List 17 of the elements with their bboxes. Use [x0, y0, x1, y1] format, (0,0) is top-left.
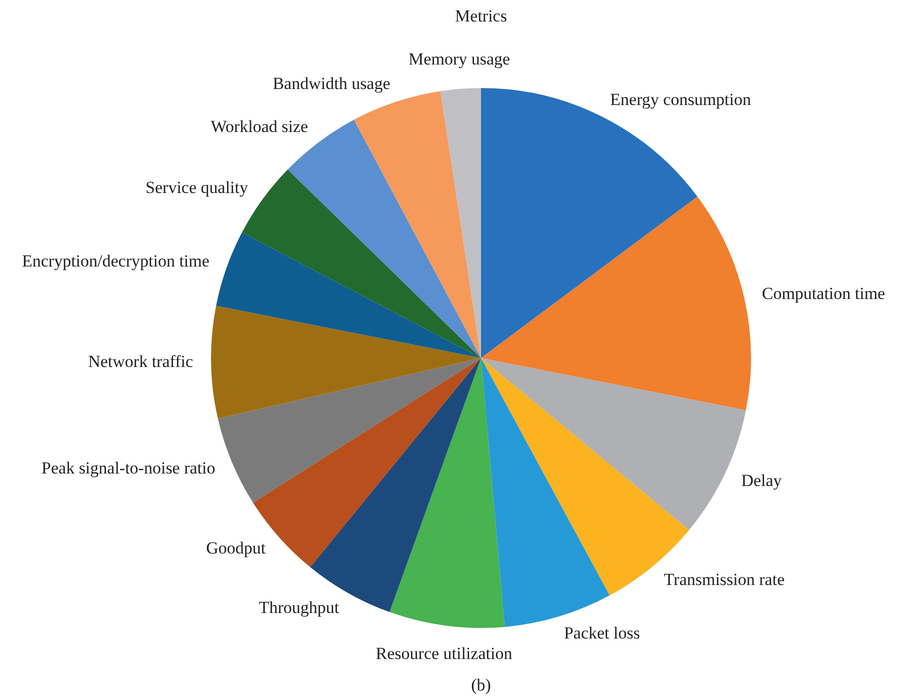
- slice-label: Workload size: [210, 117, 308, 136]
- slice-label: Computation time: [762, 284, 886, 303]
- slice-label: Service quality: [146, 178, 248, 198]
- slice-label: Network traffic: [88, 352, 194, 371]
- chart-title: Metrics: [455, 6, 507, 26]
- slice-label: Encryption/decryption time: [22, 252, 210, 271]
- slice-label: Peak signal-to-noise ratio: [42, 458, 216, 478]
- slice-label: Transmission rate: [664, 570, 785, 589]
- slice-label: Packet loss: [564, 623, 640, 642]
- slice-label: Resource utilization: [376, 644, 513, 663]
- slice-label: Bandwidth usage: [272, 74, 390, 94]
- slice-label: Energy consumption: [610, 90, 752, 110]
- slice-label: Delay: [741, 470, 782, 490]
- slice-label: Throughput: [258, 598, 340, 618]
- slice-label: Goodput: [206, 538, 266, 558]
- text: (b): [471, 675, 491, 694]
- slice-label: Memory usage: [408, 49, 510, 68]
